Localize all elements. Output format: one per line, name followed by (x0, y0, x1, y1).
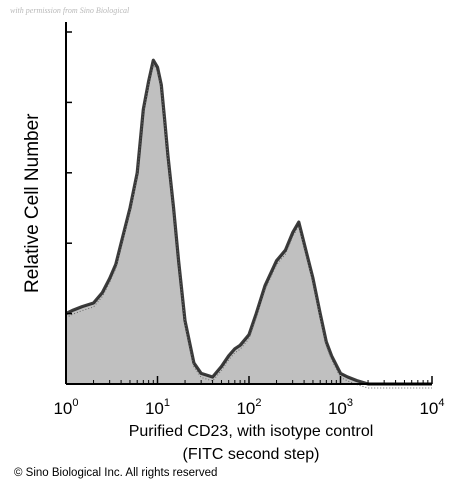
axes: 100 101 102 103 104 (53, 22, 445, 418)
watermark: with permission from Sino Biological (10, 6, 130, 15)
x-axis-label-line2: (FITC second step) (182, 446, 320, 463)
plot-area (65, 58, 432, 389)
histogram-line-0 (65, 58, 432, 386)
x-axis-label-line1: Purified CD23, with isotype control (128, 423, 374, 440)
histogram-fill-0 (66, 60, 432, 384)
x-tick-label: 104 (419, 397, 444, 418)
x-tick-label: 101 (145, 397, 170, 418)
x-tick-label: 100 (53, 397, 78, 418)
histogram-line-shadow-0 (65, 62, 432, 389)
x-tick-label: 103 (328, 397, 353, 418)
x-tick-label: 102 (236, 397, 261, 418)
copyright-notice: © Sino Biological Inc. All rights reserv… (14, 467, 218, 479)
y-axis-label: Relative Cell Number (22, 113, 43, 293)
